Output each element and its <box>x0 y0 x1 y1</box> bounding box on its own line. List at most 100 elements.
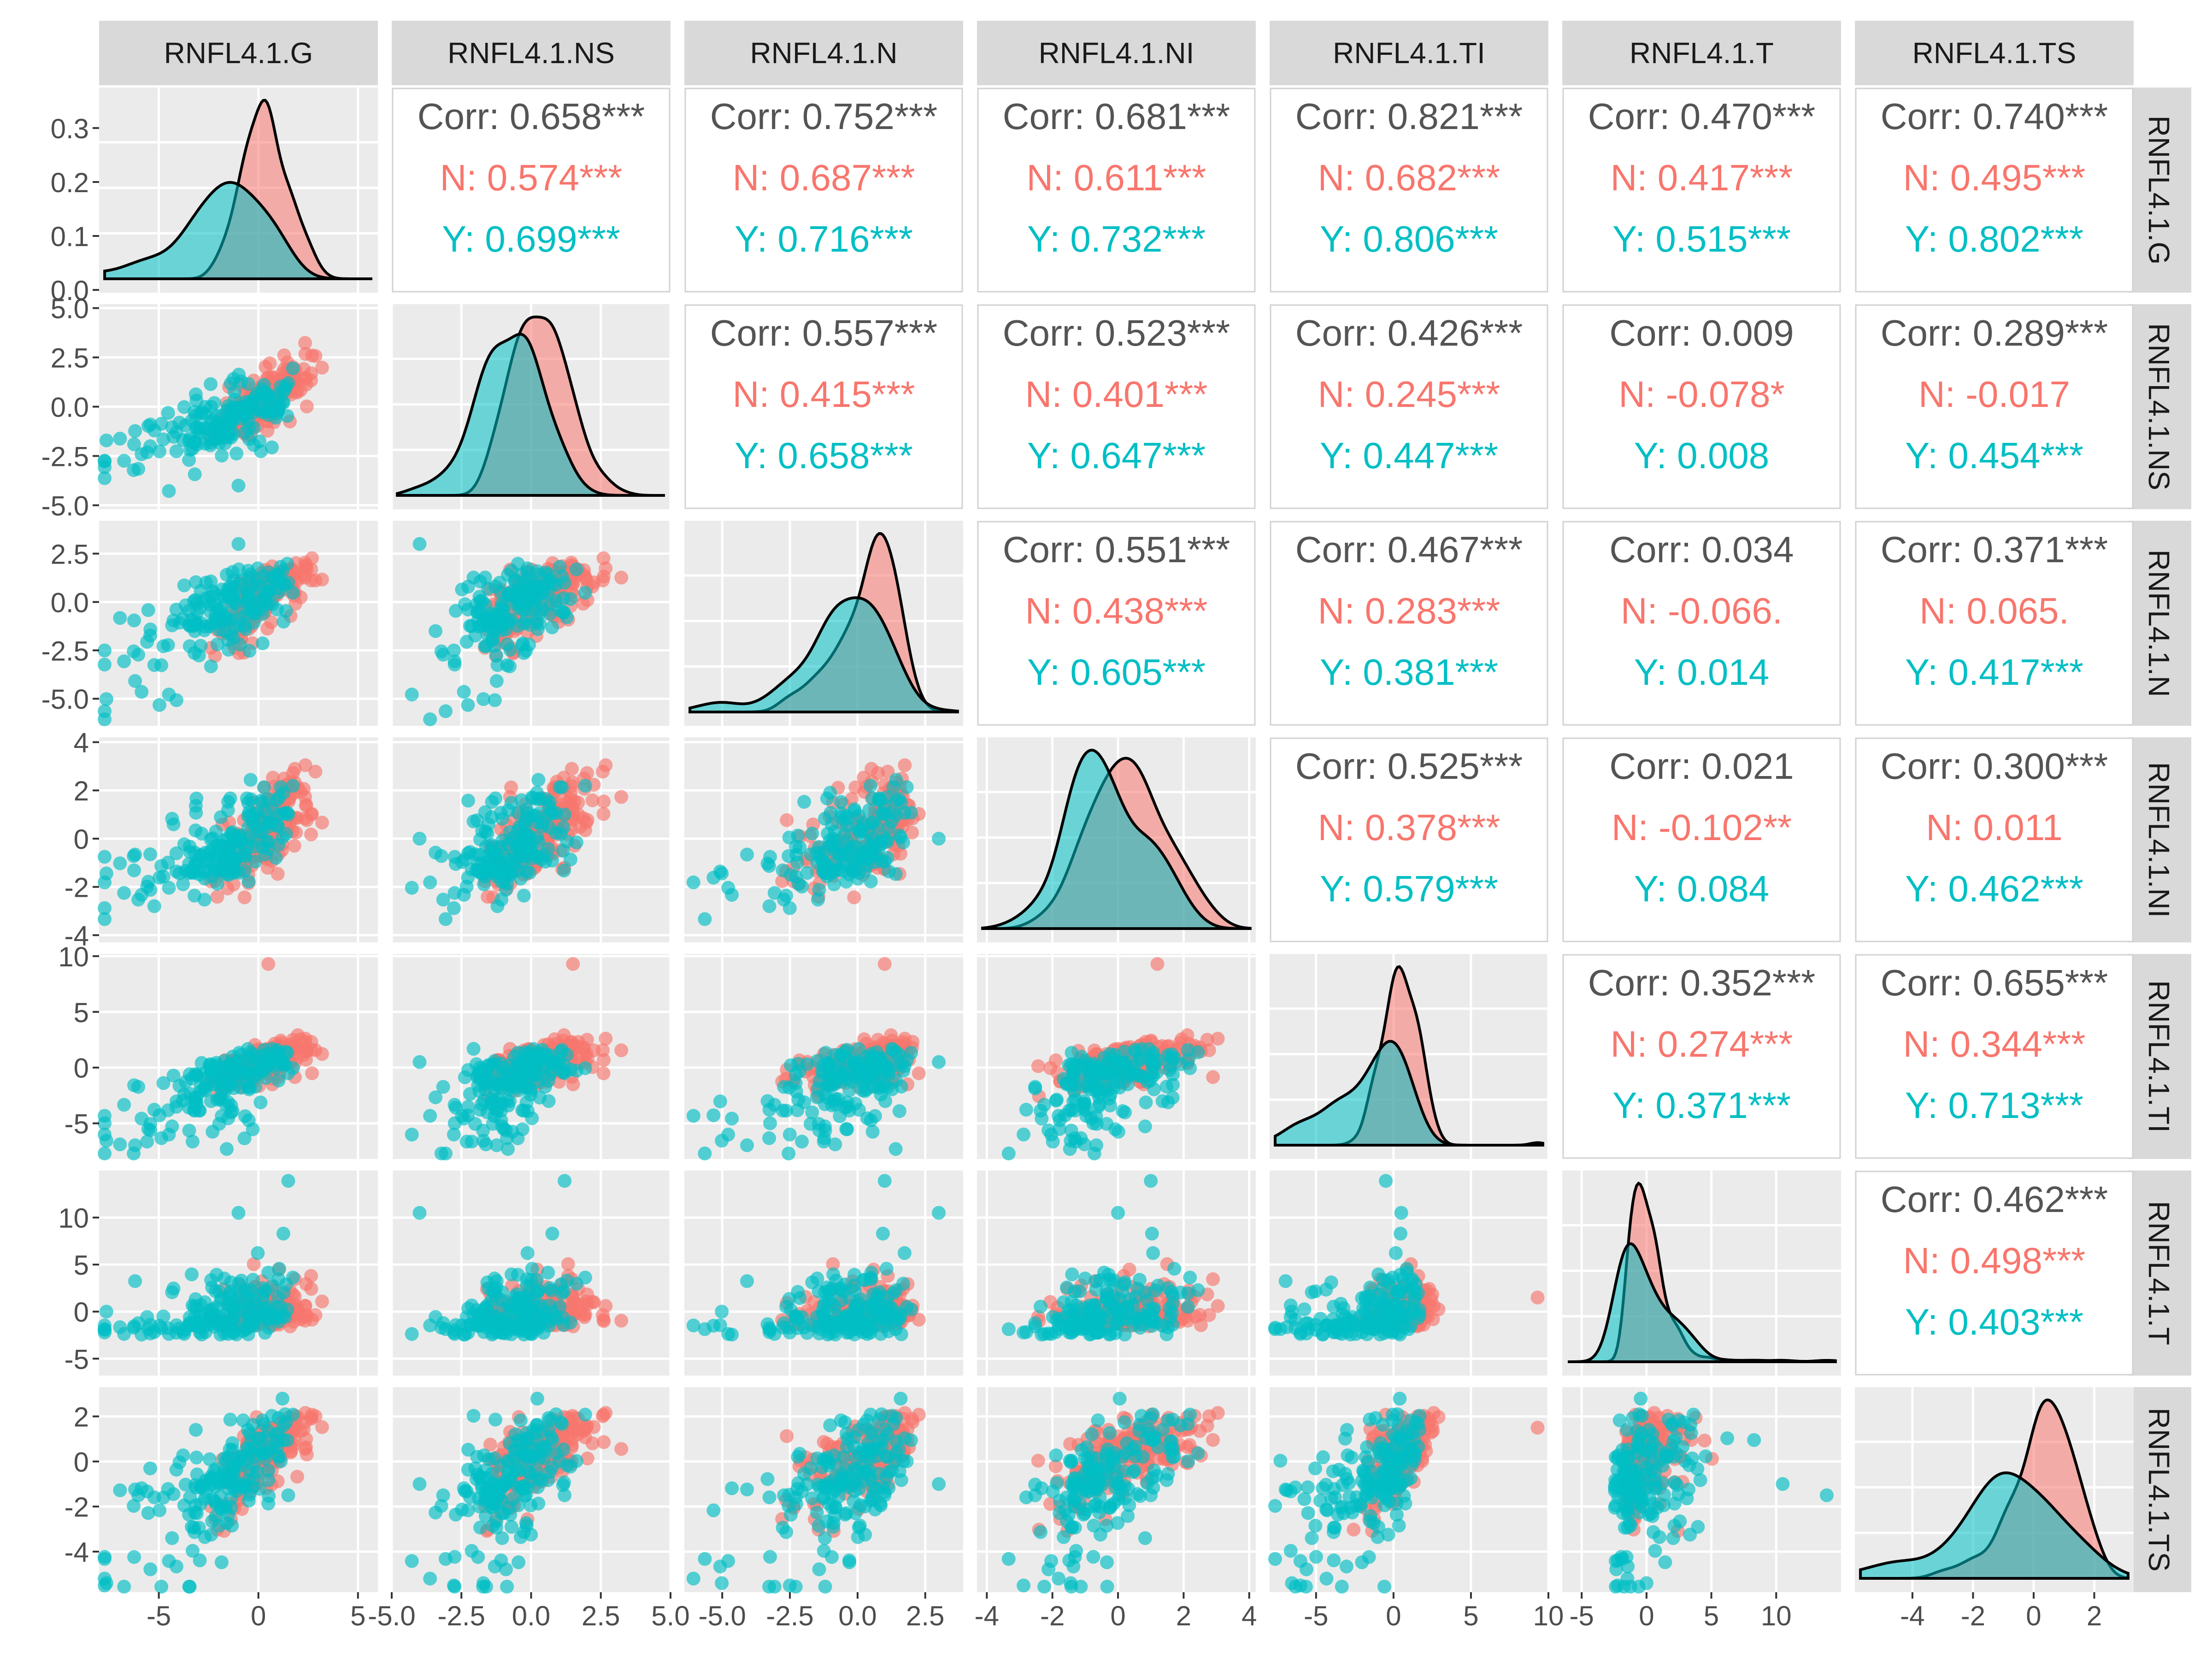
scatter-point-y <box>507 590 521 605</box>
correlation-group-n-label: N: 0.283*** <box>1318 590 1500 631</box>
scatter-point-y <box>154 859 169 873</box>
scatter-point-y <box>237 1131 252 1146</box>
scatter-point-y <box>447 643 461 658</box>
scatter-point-y <box>182 1124 196 1138</box>
scatter-point-y <box>864 874 878 888</box>
scatter-point-y <box>255 636 270 651</box>
scatter-point-n <box>1049 1053 1063 1067</box>
scatter-point-y <box>842 1083 857 1097</box>
row-strip-background <box>2127 1387 2191 1592</box>
scatter-point-y <box>461 846 475 860</box>
scatter-point-y <box>251 1246 265 1260</box>
correlation-overall-label: Corr: 0.658*** <box>418 96 645 137</box>
correlation-panel: Corr: 0.655***N: 0.344***Y: 0.713*** <box>1855 954 2134 1159</box>
scatter-point-n <box>304 827 318 841</box>
scatter-point-y <box>265 571 279 585</box>
scatter-point-y <box>182 453 196 467</box>
scatter-point-n <box>596 1308 610 1322</box>
row-strip-label: RNFL4.1.G <box>2142 116 2176 265</box>
scatter-point-y <box>569 562 583 577</box>
y-tick-label: 10 <box>58 941 89 972</box>
y-tick-label: 2.5 <box>51 539 89 570</box>
scatter-panel <box>98 304 378 509</box>
y-tick-label: -5 <box>65 1344 89 1375</box>
scatter-point-y <box>231 1206 246 1220</box>
scatter-point-y <box>489 847 504 862</box>
scatter-point-y <box>153 871 166 885</box>
scatter-point-y <box>459 1135 474 1149</box>
scatter-point-y <box>461 698 475 712</box>
correlation-group-n-label: N: 0.574*** <box>440 157 623 198</box>
scatter-point-n <box>297 362 311 376</box>
scatter-point-y <box>740 1274 754 1288</box>
scatter-point-n <box>305 1066 319 1080</box>
scatter-point-y <box>204 377 218 391</box>
correlation-group-y-label: Y: 0.014 <box>1634 652 1770 693</box>
row-strip: RNFL4.1.N <box>2127 521 2191 726</box>
scatter-panel <box>390 737 672 942</box>
scatter-point-y <box>725 1112 739 1126</box>
column-strip-background <box>1270 21 1548 85</box>
correlation-group-y-label: Y: 0.008 <box>1634 435 1770 476</box>
scatter-point-y <box>892 1104 906 1118</box>
column-strip: RNFL4.1.N <box>684 21 963 85</box>
scatter-point-y <box>226 372 241 386</box>
scatter-point-y <box>217 1054 231 1068</box>
scatter-point-y <box>1093 1087 1107 1101</box>
correlation-group-y-label: Y: 0.371*** <box>1612 1085 1791 1126</box>
correlation-group-n-label: N: -0.017 <box>1918 374 2070 415</box>
scatter-point-y <box>1121 1077 1135 1091</box>
correlation-overall-label: Corr: 0.821*** <box>1295 96 1523 137</box>
scatter-point-y <box>241 796 255 810</box>
scatter-point-n <box>315 572 329 587</box>
scatter-point-y <box>188 1104 201 1118</box>
scatter-point-y <box>247 840 261 854</box>
scatter-point-y <box>1063 1142 1077 1156</box>
scatter-point-n <box>308 765 323 779</box>
scatter-point-y <box>212 1117 226 1131</box>
density-curve-y <box>688 596 959 713</box>
scatter-point-y <box>825 1297 839 1311</box>
y-tick-label: 0.0 <box>51 587 89 618</box>
scatter-point-y <box>269 851 283 865</box>
scatter-point-y <box>686 1109 700 1123</box>
scatter-point-y <box>526 1067 540 1082</box>
scatter-point-y <box>511 557 525 571</box>
scatter-point-y <box>461 1326 475 1340</box>
scatter-point-y <box>224 613 238 627</box>
correlation-panel-border <box>1855 88 2134 293</box>
scatter-point-n <box>299 799 313 812</box>
scatter-point-y <box>439 1322 453 1336</box>
scatter-point-y <box>800 866 814 880</box>
correlation-panel: Corr: 0.821***N: 0.682***Y: 0.806*** <box>1270 88 1548 293</box>
scatter-point-y <box>466 1042 481 1056</box>
scatter-point-y <box>532 606 546 621</box>
scatter-point-y <box>140 1310 154 1324</box>
scatter-point-y <box>135 685 149 699</box>
scatter-point-y <box>519 1278 534 1293</box>
scatter-point-y <box>888 1142 903 1156</box>
correlation-panel-border <box>1562 521 1841 726</box>
scatter-point-y <box>472 619 486 634</box>
scatter-point-y <box>279 604 293 618</box>
scatter-point-y <box>494 585 508 600</box>
scatter-panel <box>98 737 378 942</box>
scatter-point-y <box>223 579 237 594</box>
scatter-point-n <box>596 573 610 588</box>
scatter-point-y <box>439 1147 453 1160</box>
scatter-point-n <box>596 765 610 779</box>
row-strip-background <box>2127 88 2191 293</box>
scatter-point-y <box>281 807 295 822</box>
scatter-point-n <box>277 348 291 362</box>
scatter-point-y <box>207 396 222 410</box>
y-tick-label: 0.0 <box>51 275 89 306</box>
panel-background <box>684 1171 963 1376</box>
correlation-overall-label: Corr: 0.467*** <box>1295 529 1523 570</box>
scatter-point-y <box>141 419 155 433</box>
scatter-point-y <box>558 576 572 590</box>
scatter-point-y <box>198 619 212 634</box>
scatter-point-y <box>1019 1103 1033 1117</box>
scatter-point-y <box>177 578 191 593</box>
correlation-overall-label: Corr: 0.655*** <box>1881 962 2108 1003</box>
